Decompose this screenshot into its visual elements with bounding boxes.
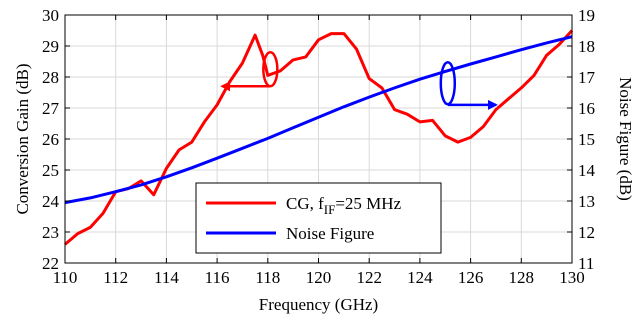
y-left-tick-label: 29	[42, 37, 59, 56]
y-right-axis-label: Noise Figure (dB)	[616, 77, 635, 201]
nf-annotation-ellipse	[439, 60, 457, 106]
x-tick-label: 120	[306, 268, 332, 287]
legend-label-nf: Noise Figure	[286, 224, 374, 243]
y-right-tick-label: 17	[578, 68, 596, 87]
x-tick-label: 126	[458, 268, 484, 287]
x-tick-label: 118	[255, 268, 280, 287]
annotation-layer	[220, 51, 498, 110]
y-left-tick-label: 22	[42, 254, 59, 273]
y-right-tick-label: 14	[578, 161, 596, 180]
y-right-tick-label: 11	[578, 254, 594, 273]
x-tick-label: 128	[509, 268, 535, 287]
x-tick-label: 112	[103, 268, 128, 287]
legend-label-cg-tail: =25 MHz	[335, 194, 401, 213]
y-left-tick-label: 23	[42, 223, 59, 242]
legend-box	[195, 182, 442, 254]
y-left-axis-label: Conversion Gain (dB)	[13, 63, 32, 214]
x-axis-label: Frequency (GHz)	[259, 295, 378, 314]
legend-label-cg-main: CG, f	[286, 194, 324, 213]
y-left-tick-label: 25	[42, 161, 59, 180]
y-left-tick-label: 28	[42, 68, 59, 87]
legend-label-cg-sub: IF	[324, 202, 336, 217]
y-right-tick-label: 19	[578, 6, 595, 25]
y-right-tick-label: 12	[578, 223, 595, 242]
series-line-noise-figure	[64, 35, 573, 205]
series-layer	[64, 29, 574, 246]
legend: CG, fIF=25 MHz Noise Figure	[195, 182, 442, 254]
x-tick-label: 130	[559, 268, 585, 287]
x-tick-label: 116	[205, 268, 230, 287]
series-line-cg	[64, 29, 574, 246]
x-tick-label: 114	[154, 268, 179, 287]
y-right-tick-label: 15	[578, 130, 595, 149]
x-tick-label: 110	[53, 268, 78, 287]
y-right-tick-label: 18	[578, 37, 595, 56]
y-left-tick-label: 24	[42, 192, 60, 211]
legend-label-cg: CG, fIF=25 MHz	[286, 194, 402, 217]
y-right-tick-label: 13	[578, 192, 595, 211]
y-left-tick-label: 27	[42, 99, 60, 118]
y-right-tick-label: 16	[578, 99, 595, 118]
tick-layer: 110 112 114 116 118 120 122 124 126 128 130 22 23 24 2…	[42, 6, 596, 287]
y-left-tick-label: 30	[42, 6, 59, 25]
y-left-tick-label: 26	[42, 130, 59, 149]
x-tick-label: 122	[356, 268, 382, 287]
x-tick-label: 124	[407, 268, 433, 287]
